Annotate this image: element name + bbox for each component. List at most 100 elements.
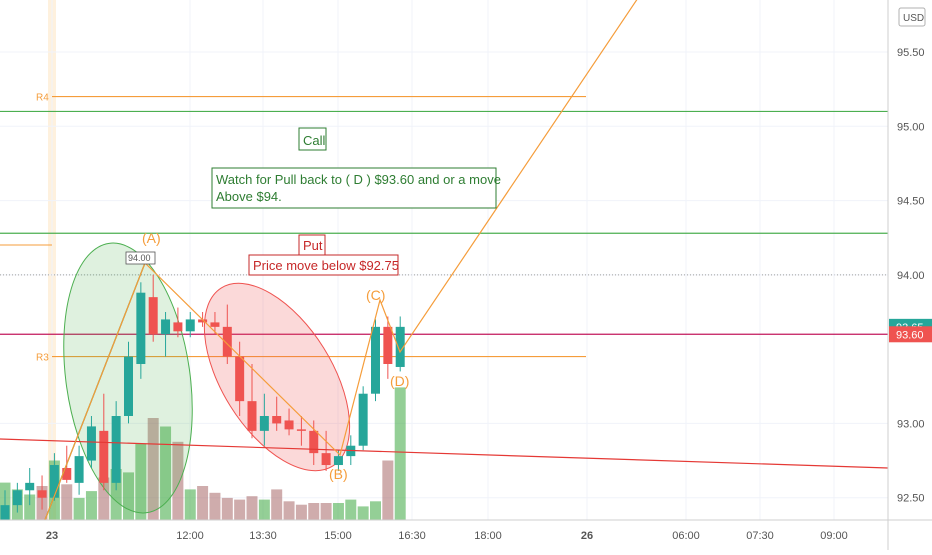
x-tick-label: 16:30 [398,530,426,542]
volume-bar [394,387,406,520]
volume-bar [110,469,122,520]
candle-body [272,416,282,424]
candlesticks [0,274,405,520]
volume-bar [370,501,381,520]
candle-body [371,326,380,394]
candle-body [124,356,133,416]
candle-body [358,393,368,446]
watch-note-box[interactable] [211,167,497,209]
volume-bar [258,499,270,520]
volume-bar [246,496,258,520]
currency-button[interactable] [898,7,926,27]
volume-bar [98,477,110,520]
y-tick-label: 93.00 [897,418,925,430]
candle-body [25,482,35,491]
candle-body [62,468,72,480]
x-tick-label: 07:30 [746,530,774,542]
put-label: Put [303,238,323,253]
call-label: Call [303,133,326,148]
volume-bar [221,497,233,520]
level-label: R3 [36,353,49,364]
volume-bar [123,472,134,520]
volume-bar [357,506,369,520]
volume-bar [345,499,357,520]
level-label: R4 [36,93,49,104]
wave-projection [44,0,638,521]
wave-label-c: (C) [366,287,385,303]
y-tick-label: 94.50 [897,196,925,208]
volume-bar [184,489,196,520]
candle-body [321,453,331,466]
x-tick-label: 18:00 [474,530,502,542]
volume-bar [172,441,184,520]
volume-bar [271,489,283,520]
volume-bar [85,491,97,520]
x-tick-label: 06:00 [672,530,700,542]
candle-body [161,319,171,335]
x-tick-label: 15:00 [324,530,352,542]
volume-bar [135,443,147,520]
candle-body [198,319,208,323]
price-badges: 93.6593.60 [889,318,932,343]
x-tick-label: 12:00 [176,530,204,542]
volume-bar [147,418,159,520]
candle-body [136,292,146,364]
call-label-box[interactable] [298,127,327,151]
price-axis[interactable] [888,0,932,520]
volume-bar [209,492,221,520]
x-tick-label: 09:00 [820,530,848,542]
x-tick-label: 13:30 [249,530,277,542]
volume-bar [332,503,344,520]
volume-bar [308,503,320,520]
candle-body [12,490,22,506]
candle-body [49,465,59,498]
candle-body [210,322,220,327]
candle-body [111,416,121,483]
candle-body [235,356,245,402]
wave-label-b: (B) [329,466,348,482]
volume-bar [283,501,295,520]
candle-body [333,456,343,466]
candle-body [185,319,195,332]
volume-bar [160,426,172,520]
price-badge [889,326,932,343]
currency-button-label: USD [903,13,924,24]
candle-body [395,326,405,367]
y-tick-label: 94.00 [897,270,925,282]
candle-body [74,456,84,483]
price-badge-label: 93.60 [896,329,924,341]
red-trendline [0,438,889,469]
volume-bar [61,484,73,520]
candle-body [309,430,319,454]
candle-body [37,490,47,498]
y-tick-label: 95.50 [897,47,925,59]
x-tick-label: 23 [46,530,58,542]
y-tick-label: 95.00 [897,121,925,133]
candle-body [259,416,269,431]
x-axis-ticks: 23 12:00 13:30 15:00 16:30 18:00 26 06:00 07:30 0… [46,530,848,542]
candle-body [296,429,306,431]
candle-body [99,430,109,483]
candle-body [0,505,10,520]
candle-body [247,401,257,431]
put-note-box[interactable] [248,254,399,276]
put-note: Price move below $92.75 [253,258,399,273]
price-note-box [125,251,156,265]
wave-label-d: (D) [390,373,409,389]
volume-bar [382,460,394,520]
candle-body [173,322,183,332]
watch-note-line1: Watch for Pull back to ( D ) $93.60 and … [216,172,501,187]
x-tick-label: 26 [581,530,593,542]
price-note: 94.00 [128,253,151,263]
volume-bar [234,499,246,520]
candle-body [383,326,393,364]
volume-bar [24,494,36,520]
y-axis-ticks: 95.50 95.00 94.50 94.00 93.00 92.50 [897,47,925,505]
volume-bar [73,497,85,520]
candle-body [222,326,232,357]
y-tick-label: 92.50 [897,493,925,505]
candle-body [86,426,96,461]
wave-label-a: (A) [142,230,161,246]
